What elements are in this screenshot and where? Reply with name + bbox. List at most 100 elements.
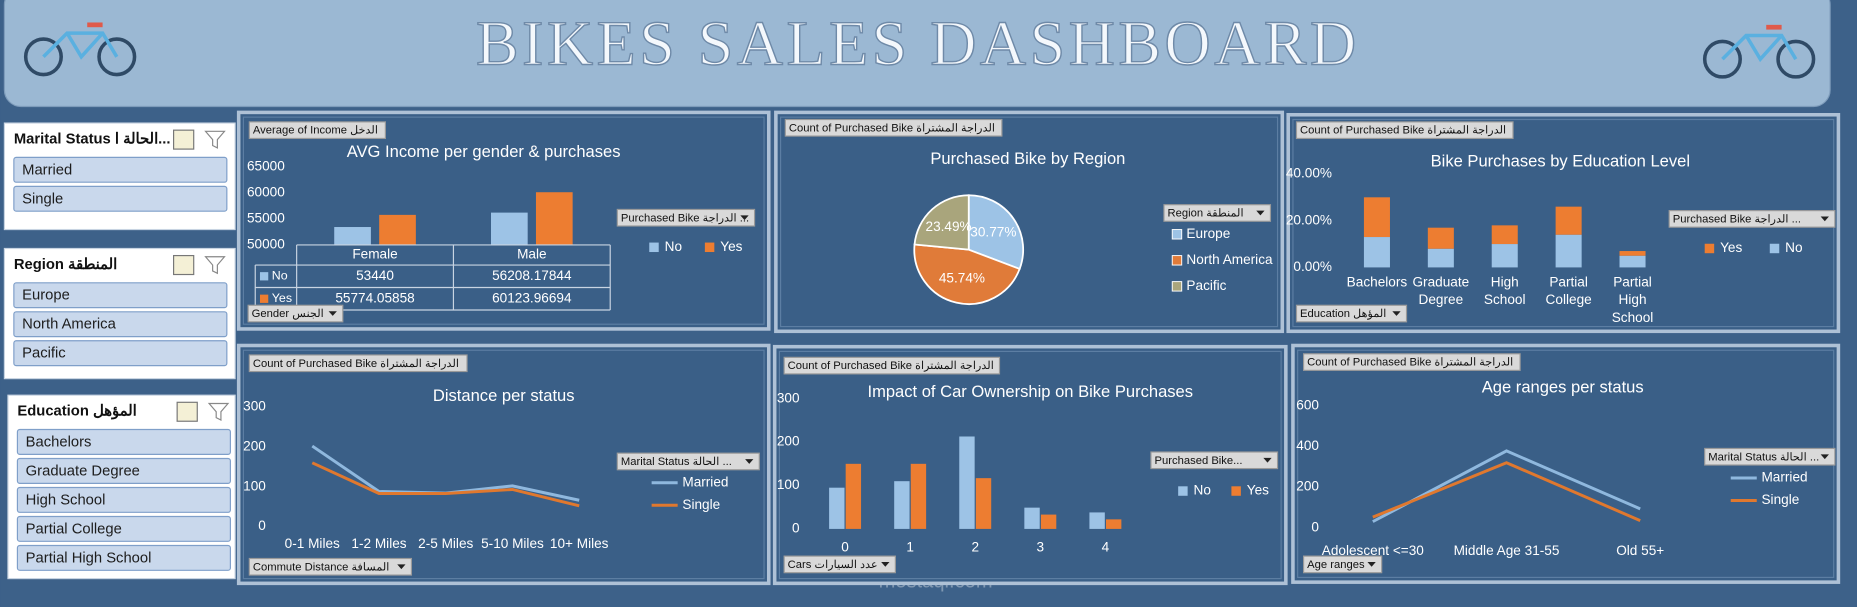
field-button-label[interactable]: Age ranges xyxy=(1307,559,1365,571)
pie-slice xyxy=(967,194,1025,271)
data-label: 45.74% xyxy=(939,270,985,285)
slicer-item[interactable] xyxy=(13,185,228,212)
slicer-item[interactable] xyxy=(16,544,231,571)
field-button[interactable] xyxy=(616,452,760,471)
field-button[interactable] xyxy=(783,555,896,574)
slicer-item-label[interactable]: Pacific xyxy=(22,346,66,362)
chart-title: Impact of Car Ownership on Bike Purchase… xyxy=(867,382,1193,401)
y-tick-label: 55000 xyxy=(247,210,285,225)
dropdown-arrow xyxy=(740,215,749,221)
legend-label: Single xyxy=(1761,492,1799,507)
x-tick-label: 5-10 Miles xyxy=(481,536,544,551)
slicer-item[interactable] xyxy=(16,515,231,542)
field-button[interactable] xyxy=(247,304,344,323)
multi-select-icon xyxy=(176,401,198,422)
field-button-label[interactable]: Commute Distance المسافة xyxy=(253,561,390,573)
y-tick-label: 300 xyxy=(243,399,266,414)
x-tick-label-box: Bachelors xyxy=(1346,275,1408,290)
field-button[interactable] xyxy=(784,118,1003,137)
field-button-label[interactable]: Count of Purchased Bike الدراجة المشتراة xyxy=(789,122,995,134)
field-button[interactable] xyxy=(783,356,1001,375)
line-series xyxy=(311,461,580,508)
field-button[interactable] xyxy=(248,121,386,140)
dropdown-arrow xyxy=(328,311,337,316)
field-button[interactable] xyxy=(1163,204,1272,222)
table-cell: 60123.96694 xyxy=(492,290,572,305)
slicer-item-label[interactable]: North America xyxy=(22,317,116,333)
field-button-label[interactable]: Purchased Bike... xyxy=(1154,455,1242,467)
y-tick-label: 200 xyxy=(1296,479,1319,494)
slicer-item[interactable] xyxy=(16,457,231,484)
table-cell: 56208.17844 xyxy=(492,268,572,283)
field-button-label[interactable]: Count of Purchased Bike الدراجة المشتراة xyxy=(253,358,459,370)
slicer-item-label[interactable]: Single xyxy=(22,191,63,207)
chart-title: AVG Income per gender & purchases xyxy=(347,142,621,161)
legend-key xyxy=(1171,255,1183,266)
slicer-item[interactable] xyxy=(13,311,228,338)
x-tick-label: 4 xyxy=(1102,539,1110,554)
dropdown-arrow xyxy=(745,459,754,464)
x-tick-label-box: Graduate Degree xyxy=(1412,276,1469,308)
field-button[interactable] xyxy=(1150,451,1279,470)
field-button[interactable] xyxy=(248,354,468,373)
field-button[interactable] xyxy=(1295,121,1514,140)
legend-label: Yes xyxy=(1247,483,1269,498)
x-tick-label: Bachelors xyxy=(1346,275,1408,290)
field-button[interactable] xyxy=(1668,210,1836,228)
slicer-item[interactable] xyxy=(13,156,228,183)
y-tick-label: 0.00% xyxy=(1293,259,1332,274)
slicer-item-label[interactable]: Europe xyxy=(22,288,70,304)
field-button-label[interactable]: Purchased Bike الدراجة ... xyxy=(621,212,749,224)
field-button-label[interactable]: Marital Status الحالة ... xyxy=(1708,451,1819,463)
slicer-item-label[interactable]: Partial College xyxy=(26,521,122,537)
chart-title: Purchased Bike by Region xyxy=(930,149,1125,168)
field-button-label[interactable]: Marital Status الحالة ... xyxy=(621,456,732,468)
field-button[interactable] xyxy=(616,208,756,227)
legend-label: Married xyxy=(1761,470,1807,485)
slicer-item-label[interactable]: Bachelors xyxy=(26,434,92,450)
x-tick-label: 3 xyxy=(1037,539,1045,554)
legend-key xyxy=(1171,229,1183,240)
slicer-item-label[interactable]: Partial High School xyxy=(26,550,152,566)
bar-segment xyxy=(1619,255,1646,268)
field-button-label[interactable]: Count of Purchased Bike الدراجة المشتراة xyxy=(788,360,994,372)
field-button-label[interactable]: Cars عدد السيارات xyxy=(788,559,878,571)
field-button-label[interactable]: Purchased Bike الدراجة ... xyxy=(1673,213,1801,225)
dropdown-arrow xyxy=(1392,311,1401,316)
slicer-item-label[interactable]: High School xyxy=(26,492,106,508)
slicer-item[interactable] xyxy=(16,486,231,513)
field-button-label[interactable]: Region المنطقة xyxy=(1168,208,1244,220)
slicer-item[interactable] xyxy=(16,428,231,455)
field-button[interactable] xyxy=(1295,304,1408,323)
field-button[interactable] xyxy=(1302,555,1383,574)
legend-label: No xyxy=(1194,483,1211,498)
legend-label: No xyxy=(1785,240,1802,255)
bar xyxy=(910,463,927,529)
filter-clear-icon xyxy=(204,256,226,275)
field-button-label[interactable]: Count of Purchased Bike الدراجة المشتراة xyxy=(1307,357,1513,369)
y-tick-label: 100 xyxy=(777,477,800,492)
dropdown-arrow xyxy=(881,562,890,567)
legend-key xyxy=(649,242,659,253)
field-button-label[interactable]: Education المؤهل xyxy=(1300,308,1386,320)
bar xyxy=(535,192,573,245)
field-button[interactable] xyxy=(248,557,413,576)
slicer-item[interactable] xyxy=(13,340,228,367)
slicer-title: Region المنطقة xyxy=(14,257,117,273)
field-button-label[interactable]: Average of Income الدخل xyxy=(253,125,378,137)
slicer-item-label[interactable]: Graduate Degree xyxy=(26,463,140,479)
dropdown-arrow xyxy=(1367,562,1376,567)
slicer-item-label[interactable]: Married xyxy=(22,162,72,178)
slicer-item[interactable] xyxy=(13,282,228,309)
legend-label: Single xyxy=(682,497,720,512)
field-button-label[interactable]: Count of Purchased Bike الدراجة المشتراة xyxy=(1300,125,1506,137)
field-button[interactable] xyxy=(1704,447,1836,466)
y-tick-label: 50000 xyxy=(247,237,285,252)
field-button-label[interactable]: Gender الجنس xyxy=(252,308,324,320)
table-cell: 53440 xyxy=(356,268,394,283)
bar xyxy=(975,478,992,529)
bar xyxy=(845,463,862,529)
bar-segment xyxy=(1427,248,1454,268)
field-button[interactable] xyxy=(1302,353,1521,371)
